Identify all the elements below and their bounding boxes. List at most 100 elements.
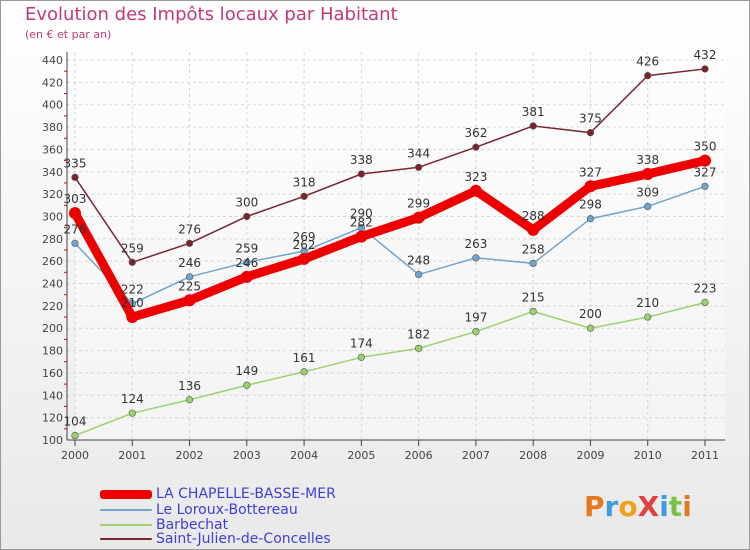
data-point [472, 254, 480, 262]
data-label: 222 [121, 283, 144, 297]
logo-letter: i [682, 490, 692, 523]
x-tick-label: 2004 [290, 449, 318, 462]
y-tick-label: 140 [42, 389, 63, 402]
y-tick-label: 320 [42, 188, 63, 201]
data-label: 197 [464, 311, 487, 325]
proxiti-logo: ProXiti [584, 490, 692, 523]
legend-item-saint-julien-de-concelles[interactable]: Saint-Julien-de-Concelles [100, 532, 331, 546]
data-label: 282 [350, 216, 373, 230]
data-label: 309 [636, 185, 659, 199]
legend-item-le-loroux-bottereau[interactable]: Le Loroux-Bottereau [100, 503, 298, 517]
data-point [71, 239, 79, 247]
data-point [128, 409, 136, 417]
data-label: 174 [350, 336, 373, 350]
data-label: 426 [636, 55, 659, 69]
data-label: 300 [235, 195, 258, 209]
y-tick-label: 440 [42, 54, 63, 67]
data-point [126, 311, 139, 324]
data-label: 259 [235, 241, 258, 255]
data-point [586, 129, 595, 137]
data-labels: 335 259 276 300 318 338 344 362 381 375 426 432 104 1… [64, 48, 717, 429]
data-point [243, 258, 251, 266]
y-tick-label: 380 [42, 121, 63, 134]
logo-letter: P [584, 490, 605, 523]
data-point [472, 327, 480, 336]
data-point [529, 122, 537, 130]
data-label: 338 [350, 153, 373, 167]
data-point [128, 258, 136, 266]
data-label: 318 [293, 175, 316, 189]
data-point [243, 212, 251, 221]
legend-swatch [100, 509, 152, 511]
data-label: 210 [636, 296, 659, 310]
data-label: 344 [407, 146, 430, 160]
y-tick-label: 260 [42, 255, 63, 268]
x-tick-label: 2011 [691, 449, 719, 462]
y-tick-label: 180 [42, 345, 63, 358]
data-point [71, 173, 79, 181]
data-label: 269 [293, 230, 316, 244]
data-label: 327 [694, 165, 717, 179]
data-label: 298 [579, 198, 602, 212]
data-label: 381 [522, 105, 545, 119]
y-tick-label: 420 [42, 76, 63, 89]
data-point [701, 182, 709, 190]
legend-label: Saint-Julien-de-Concelles [156, 531, 331, 547]
data-point [644, 313, 652, 321]
data-point [415, 163, 423, 171]
data-label: 215 [522, 290, 545, 304]
axes: 1001201401601802002202402602803003203403… [42, 52, 725, 462]
logo-letter: r [604, 490, 619, 523]
x-tick-label: 2006 [405, 449, 433, 462]
y-tick-label: 100 [42, 434, 63, 447]
x-tick-label: 2000 [61, 449, 89, 462]
data-point [298, 252, 311, 265]
logo-letter: o [618, 490, 638, 523]
data-point [300, 192, 308, 200]
data-label: 299 [407, 197, 430, 211]
data-point [527, 223, 540, 236]
data-label: 276 [178, 222, 201, 236]
data-label: 303 [64, 192, 87, 206]
y-tick-label: 200 [42, 322, 63, 335]
x-tick-label: 2007 [462, 449, 490, 462]
x-tick-label: 2009 [576, 449, 604, 462]
data-point [469, 184, 482, 197]
chart-subtitle: (en € et par an) [25, 28, 112, 41]
y-tick-label: 340 [42, 166, 63, 179]
data-label: 104 [64, 415, 87, 429]
plot-area [75, 52, 725, 440]
series-lines [69, 65, 711, 440]
legend-item-la-chapelle-basse-mer[interactable]: LA CHAPELLE-BASSE-MER [100, 487, 336, 501]
data-point [415, 270, 423, 279]
data-point [701, 298, 709, 307]
series-line-la-chapelle-basse-mer [70, 156, 710, 322]
data-point [529, 307, 537, 316]
data-point [185, 396, 194, 404]
data-label: 262 [293, 238, 316, 252]
data-label: 248 [407, 254, 430, 268]
legend-label: LA CHAPELLE-BASSE-MER [156, 486, 336, 502]
y-tick-label: 120 [42, 412, 63, 425]
legend-swatch [100, 538, 152, 540]
data-point [641, 168, 654, 180]
data-point [415, 344, 423, 352]
y-tick-label: 360 [42, 143, 63, 156]
y-tick-label: 240 [42, 278, 63, 291]
data-label: 161 [293, 351, 316, 365]
chart-title: Evolution des Impôts locaux par Habitant [25, 4, 398, 25]
data-point [699, 154, 711, 167]
data-point [529, 259, 537, 268]
data-point [472, 143, 480, 151]
y-tick-label: 160 [42, 367, 63, 380]
data-point [644, 72, 652, 80]
data-label: 263 [464, 237, 487, 251]
data-label: 149 [235, 364, 258, 378]
logo-letter: X [637, 490, 660, 523]
data-label: 288 [522, 209, 545, 223]
legend-item-barbechat[interactable]: Barbechat [100, 518, 228, 532]
series-line-le-loroux-bottereau [74, 185, 706, 305]
data-point [701, 65, 709, 73]
data-point [240, 270, 253, 283]
data-point [71, 431, 79, 440]
